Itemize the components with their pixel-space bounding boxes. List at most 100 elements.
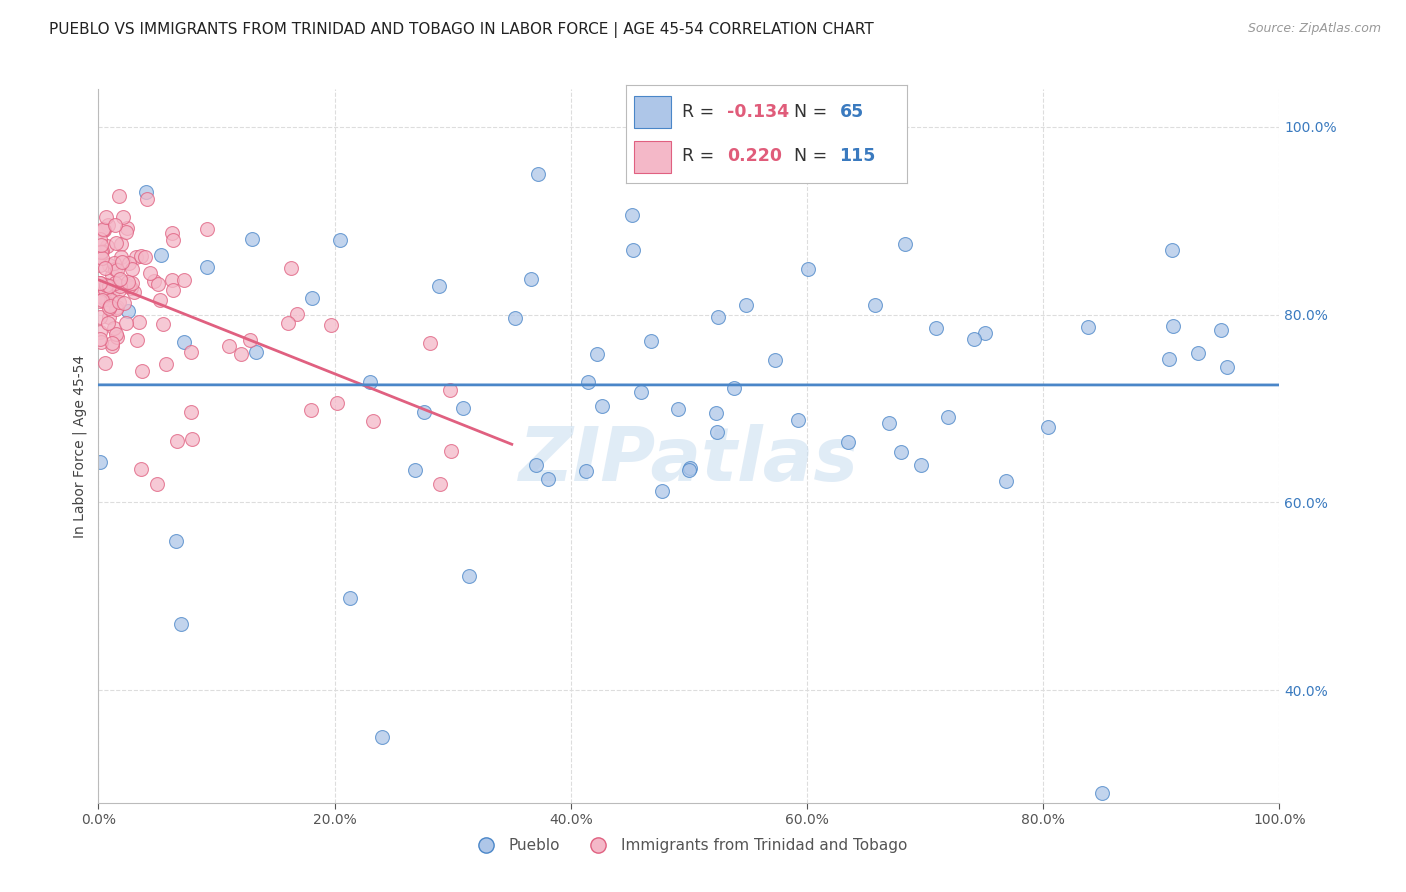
Point — [591, 399, 613, 413]
Point — [1209, 323, 1232, 337]
Point — [238, 333, 260, 347]
Bar — [634, 95, 671, 128]
Point — [128, 315, 150, 329]
Point — [578, 375, 600, 389]
Point — [1187, 345, 1209, 359]
Point — [97, 301, 120, 315]
Point — [329, 233, 352, 247]
Point — [195, 221, 218, 235]
Point — [936, 410, 959, 425]
Point — [101, 284, 124, 298]
Point — [640, 334, 662, 348]
Point — [173, 273, 195, 287]
Point — [651, 483, 673, 498]
Point — [101, 279, 124, 293]
Point — [114, 226, 136, 240]
Point — [1157, 351, 1180, 366]
Point — [706, 425, 728, 439]
Point — [152, 317, 174, 331]
Point — [973, 326, 995, 340]
Text: 115: 115 — [839, 147, 876, 165]
Point — [763, 352, 786, 367]
Point — [131, 364, 153, 378]
Point — [181, 432, 204, 446]
Point — [121, 276, 143, 290]
Point — [97, 218, 120, 232]
Point — [527, 167, 550, 181]
Point — [112, 296, 135, 310]
Text: 65: 65 — [839, 103, 863, 120]
Point — [361, 414, 384, 428]
Point — [101, 268, 124, 282]
Point — [285, 307, 308, 321]
Text: 0.220: 0.220 — [727, 147, 782, 165]
Point — [108, 295, 131, 310]
Point — [97, 316, 120, 330]
Point — [371, 730, 394, 744]
Point — [1161, 318, 1184, 333]
Point — [90, 335, 112, 350]
Point — [621, 244, 644, 258]
Point — [129, 462, 152, 476]
Point — [146, 277, 169, 292]
Point — [96, 239, 118, 253]
Point — [165, 533, 187, 548]
Point — [678, 463, 700, 477]
Y-axis label: In Labor Force | Age 45-54: In Labor Force | Age 45-54 — [73, 354, 87, 538]
Point — [135, 186, 157, 200]
Point — [995, 474, 1018, 488]
Point — [451, 401, 474, 416]
Point — [105, 330, 128, 344]
Point — [1036, 419, 1059, 434]
Point — [91, 222, 114, 236]
Legend: Pueblo, Immigrants from Trinidad and Tobago: Pueblo, Immigrants from Trinidad and Tob… — [464, 832, 914, 859]
Point — [98, 279, 121, 293]
Point — [787, 413, 810, 427]
Point — [894, 237, 917, 252]
Point — [890, 445, 912, 459]
Point — [117, 279, 139, 293]
Text: N =: N = — [794, 147, 834, 165]
Point — [280, 261, 302, 276]
Point — [98, 299, 121, 313]
Point — [89, 276, 111, 290]
Point — [110, 274, 132, 288]
Point — [586, 347, 609, 361]
Point — [101, 336, 124, 351]
Text: R =: R = — [682, 147, 720, 165]
Point — [103, 218, 125, 232]
Point — [94, 278, 117, 293]
Point — [245, 344, 267, 359]
Point — [90, 251, 112, 265]
Point — [94, 356, 117, 370]
Point — [796, 262, 818, 277]
Point — [229, 347, 252, 361]
Text: PUEBLO VS IMMIGRANTS FROM TRINIDAD AND TOBAGO IN LABOR FORCE | AGE 45-54 CORRELA: PUEBLO VS IMMIGRANTS FROM TRINIDAD AND T… — [49, 22, 875, 38]
Point — [105, 263, 128, 277]
Point — [115, 221, 138, 235]
Point — [93, 291, 115, 305]
Point — [837, 435, 859, 450]
Point — [90, 290, 112, 304]
Point — [120, 280, 142, 294]
Point — [326, 396, 349, 410]
Point — [863, 298, 886, 312]
Point — [98, 310, 121, 324]
Point — [104, 326, 127, 341]
Point — [89, 455, 111, 469]
Point — [94, 261, 117, 276]
Point — [319, 318, 342, 332]
Point — [108, 272, 131, 286]
Point — [359, 375, 381, 389]
Point — [143, 274, 166, 288]
Point — [149, 293, 172, 308]
Point — [103, 262, 125, 277]
Point — [197, 260, 219, 275]
Point — [162, 233, 184, 247]
Point — [111, 254, 134, 268]
Point — [89, 332, 111, 346]
Point — [103, 255, 125, 269]
Bar — [634, 141, 671, 173]
Point — [104, 277, 127, 291]
Point — [90, 288, 112, 302]
